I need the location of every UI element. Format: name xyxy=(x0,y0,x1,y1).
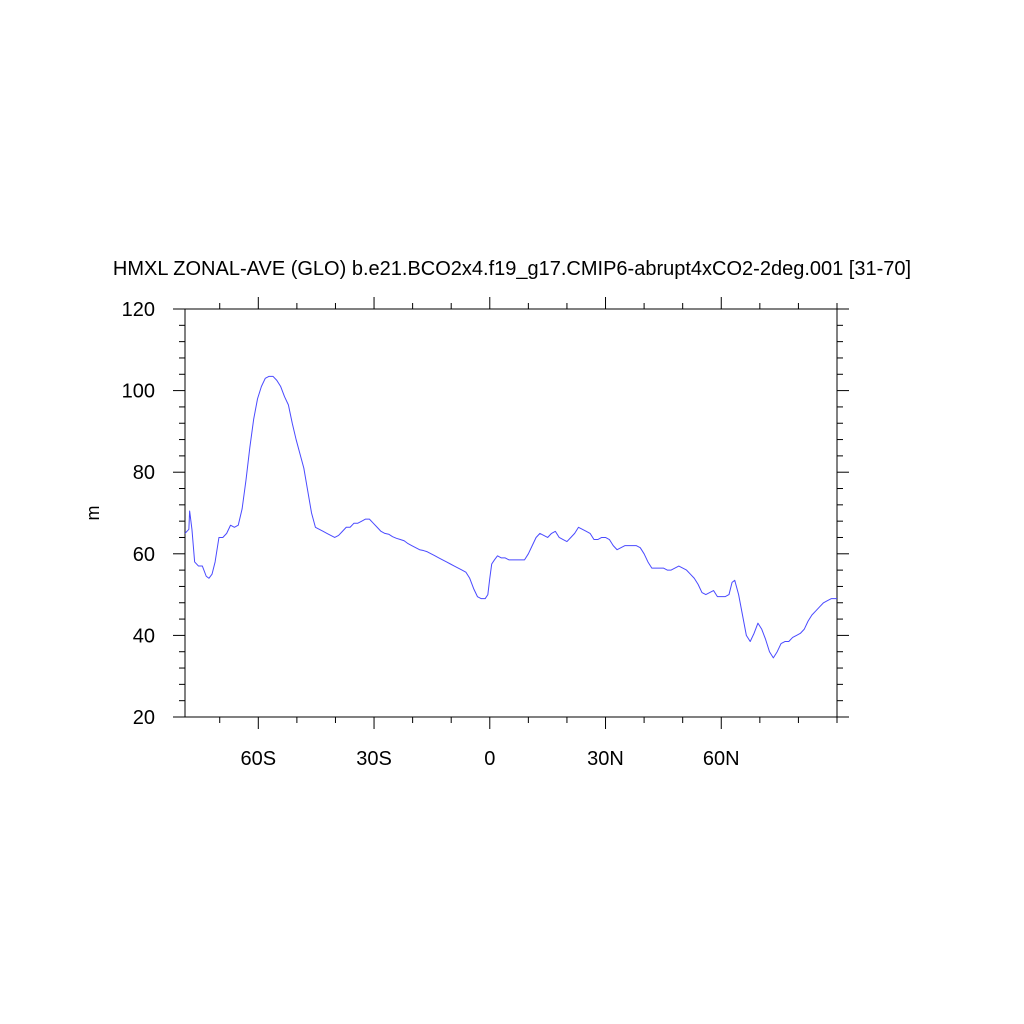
y-tick-label: 100 xyxy=(122,381,155,403)
x-tick-label: 60N xyxy=(703,748,740,770)
plot-frame xyxy=(184,308,838,718)
x-tick-label: 60S xyxy=(241,748,277,770)
y-tick-label: 120 xyxy=(122,299,155,321)
y-axis-label: m xyxy=(83,506,103,521)
series-line-hmxl xyxy=(184,375,837,659)
y-tick-label: 20 xyxy=(133,707,155,729)
x-tick-labels: 60S 30S 0 30N 60N xyxy=(241,748,740,770)
x-tick-label: 30S xyxy=(356,748,392,770)
y-tick-label: 60 xyxy=(133,544,155,566)
y-tick-label: 40 xyxy=(133,625,155,647)
y-tick-label: 80 xyxy=(133,462,155,484)
chart-title: HMXL ZONAL-AVE (GLO) b.e21.BCO2x4.f19_g1… xyxy=(113,258,911,280)
x-tick-label: 30N xyxy=(587,748,624,770)
y-tick-labels: 20 40 60 80 100 120 xyxy=(122,299,155,729)
tick-marks xyxy=(173,297,849,729)
x-tick-label: 0 xyxy=(484,748,495,770)
